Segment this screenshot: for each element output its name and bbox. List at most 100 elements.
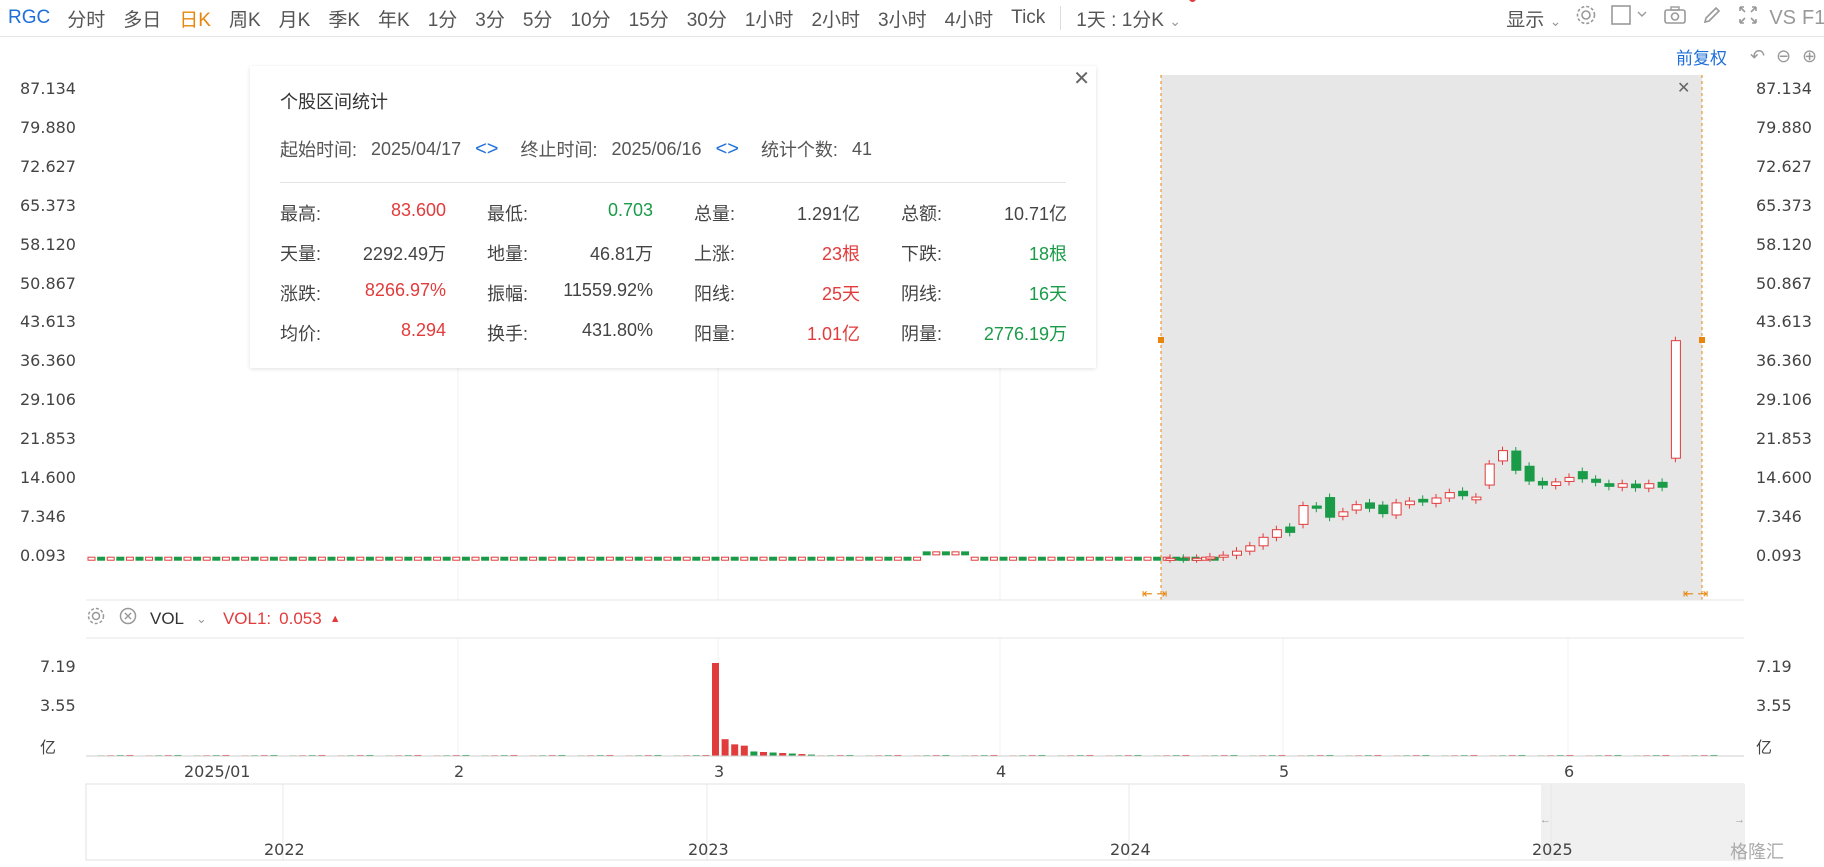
period-tab[interactable]: 1分 bbox=[427, 9, 458, 31]
candle bbox=[1271, 529, 1282, 538]
chevron-down-icon[interactable]: ⌄ bbox=[196, 610, 207, 626]
candle bbox=[221, 556, 230, 561]
range-start-arrows[interactable]: ⇤ ⇥ bbox=[1142, 586, 1168, 601]
candle bbox=[1604, 483, 1615, 487]
settings-icon[interactable] bbox=[86, 606, 106, 631]
period-tab[interactable]: 2小时 bbox=[811, 9, 861, 31]
candle bbox=[1165, 557, 1176, 561]
volume-tick-label: 3.55 bbox=[1756, 696, 1792, 715]
indicator-name[interactable]: VOL bbox=[150, 608, 185, 628]
period-tab[interactable]: 多日 bbox=[123, 9, 162, 31]
period-tab[interactable]: 10分 bbox=[570, 9, 611, 31]
period-tab[interactable]: 4小时 bbox=[944, 9, 994, 31]
volume-bar bbox=[318, 754, 326, 756]
pencil-icon[interactable] bbox=[1701, 4, 1723, 32]
candle bbox=[125, 556, 134, 561]
candle bbox=[711, 556, 720, 561]
volume-bar bbox=[712, 663, 719, 756]
undo-icon[interactable]: ↶ bbox=[1750, 46, 1766, 66]
period-tab[interactable]: 3小时 bbox=[878, 9, 927, 31]
stat-label: 换手: bbox=[487, 324, 529, 344]
zoom-in-icon[interactable]: ⊕ bbox=[1802, 46, 1818, 66]
price-tick-label: 79.880 bbox=[1756, 117, 1812, 137]
candle bbox=[308, 556, 317, 561]
candle bbox=[231, 556, 240, 561]
candle bbox=[1133, 556, 1142, 561]
candle bbox=[173, 556, 182, 561]
candle bbox=[1143, 556, 1152, 561]
volume-bar bbox=[1086, 754, 1094, 756]
period-tab[interactable]: 3分 bbox=[475, 9, 505, 31]
close-circle-icon[interactable] bbox=[118, 606, 138, 631]
candle bbox=[701, 556, 710, 561]
time-tick-label: 5 bbox=[1279, 762, 1290, 781]
candle bbox=[1009, 556, 1018, 561]
period-tab[interactable]: 30分 bbox=[686, 9, 727, 31]
start-shift-icon[interactable]: <> bbox=[475, 137, 499, 160]
f10-button[interactable]: F10 bbox=[1802, 6, 1824, 29]
navigator-window[interactable] bbox=[1541, 784, 1744, 860]
volume-bar bbox=[721, 739, 729, 756]
start-date: 2025/04/17 bbox=[371, 138, 462, 159]
period-tab[interactable]: 周K bbox=[228, 9, 261, 31]
stats-title: 个股区间统计 bbox=[280, 92, 388, 112]
stat-label: 均价: bbox=[280, 324, 322, 344]
candle bbox=[692, 556, 701, 561]
period-tab[interactable]: Tick bbox=[1011, 7, 1046, 28]
candle bbox=[1537, 480, 1548, 486]
stat-label: 天量: bbox=[280, 244, 322, 264]
candle bbox=[145, 556, 154, 561]
stat-cell: 最高: 83.600 bbox=[280, 200, 446, 240]
range-close-icon[interactable]: ✕ bbox=[1677, 80, 1691, 97]
range-end-arrows[interactable]: ⇤ ⇥ bbox=[1683, 586, 1709, 601]
ticker-symbol[interactable]: RGC bbox=[8, 7, 51, 28]
camera-icon[interactable] bbox=[1663, 4, 1687, 32]
period-tab[interactable]: 月K bbox=[278, 9, 311, 31]
zoom-out-icon[interactable]: ⊖ bbox=[1776, 46, 1792, 66]
selected-range-shade bbox=[1161, 75, 1702, 600]
candle bbox=[634, 556, 643, 561]
candle bbox=[509, 556, 518, 561]
candle bbox=[1028, 556, 1037, 561]
stat-value: 431.80% bbox=[581, 320, 653, 340]
end-shift-icon[interactable]: <> bbox=[715, 137, 739, 160]
period-tab[interactable]: 5分 bbox=[522, 9, 553, 31]
navigator[interactable] bbox=[85, 783, 1745, 861]
count-label: 统计个数: bbox=[760, 140, 838, 160]
candle bbox=[250, 556, 259, 561]
period-tab[interactable]: 年K bbox=[378, 9, 410, 31]
fullscreen-icon[interactable] bbox=[1737, 4, 1759, 32]
price-tick-label: 65.373 bbox=[20, 195, 76, 215]
period-tab[interactable]: 1小时 bbox=[744, 9, 794, 31]
layout-icon[interactable] bbox=[1611, 4, 1649, 32]
stat-label: 地量: bbox=[487, 244, 529, 264]
candle bbox=[721, 556, 730, 561]
volume-bar bbox=[990, 754, 998, 756]
multi-period-select[interactable]: 1天 : 1分K ⌄ bbox=[1067, 0, 1196, 32]
range-start-handle[interactable] bbox=[1158, 337, 1164, 343]
period-tab[interactable]: 分时 bbox=[67, 9, 106, 31]
period-tab[interactable]: 季K bbox=[328, 9, 361, 31]
candle bbox=[116, 556, 125, 561]
candle bbox=[298, 556, 307, 561]
candle bbox=[241, 556, 250, 561]
adjust-button[interactable]: 前复权 bbox=[1676, 49, 1727, 68]
candle bbox=[970, 556, 979, 561]
candle bbox=[1551, 481, 1562, 486]
candle bbox=[500, 556, 509, 561]
interval-stats-panel: 个股区间统计 ✕ 起始时间: 2025/04/17 <> 终止时间: 2025/… bbox=[250, 66, 1096, 368]
candle bbox=[749, 556, 758, 561]
time-tick-label: 3 bbox=[714, 762, 725, 781]
settings-icon[interactable] bbox=[1575, 4, 1597, 32]
display-dropdown[interactable]: 显示 ⌄ bbox=[1506, 9, 1562, 31]
volume-bar bbox=[1566, 754, 1574, 756]
period-tab[interactable]: 15分 bbox=[628, 9, 669, 31]
price-tick-label: 14.600 bbox=[20, 468, 76, 487]
period-tab[interactable]: 日K bbox=[179, 9, 211, 31]
candle bbox=[1577, 471, 1588, 480]
close-icon[interactable]: ✕ bbox=[1073, 68, 1090, 90]
range-end-handle[interactable] bbox=[1699, 337, 1705, 343]
vs-button[interactable]: VS bbox=[1769, 6, 1796, 29]
candle bbox=[97, 556, 106, 561]
